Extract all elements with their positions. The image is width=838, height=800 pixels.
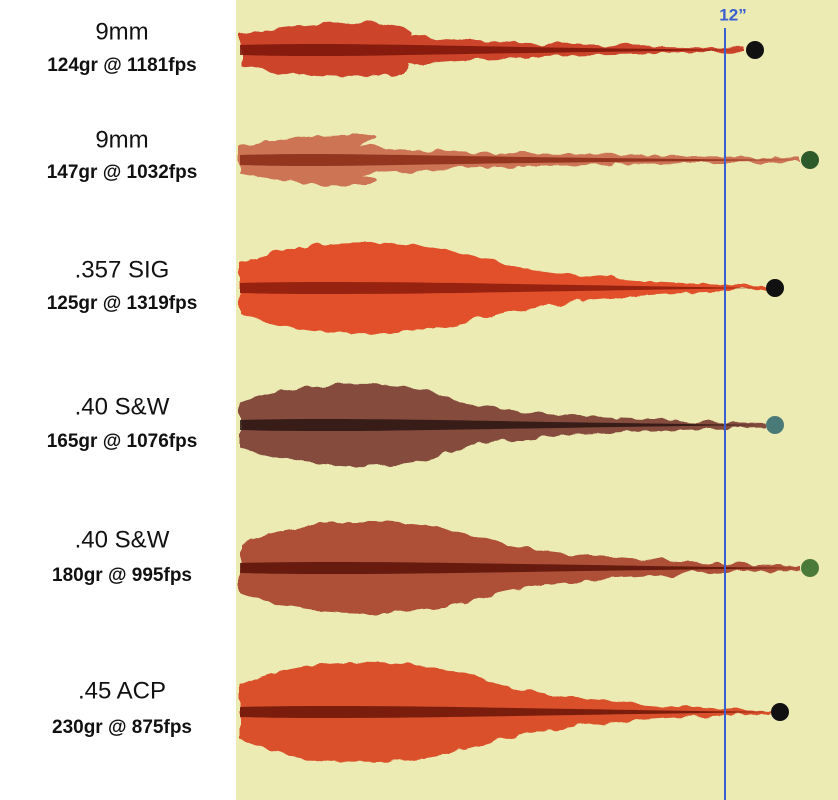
load: 124gr @ 1181fps <box>47 55 197 76</box>
depth-label: 12” <box>719 5 746 24</box>
bullet <box>766 279 784 297</box>
bullet <box>771 703 789 721</box>
channel-core <box>240 418 765 432</box>
load: 147gr @ 1032fps <box>47 162 198 183</box>
channel-core <box>240 43 745 57</box>
bullet <box>746 41 764 59</box>
load: 165gr @ 1076fps <box>47 431 198 452</box>
bullet <box>801 559 819 577</box>
channel-core <box>240 561 800 575</box>
channel-core <box>240 705 770 719</box>
bullet <box>766 416 784 434</box>
caliber: .40 S&W <box>75 526 170 553</box>
caliber: .45 ACP <box>78 677 166 704</box>
load: 230gr @ 875fps <box>52 717 192 738</box>
load: 125gr @ 1319fps <box>47 293 198 314</box>
load: 180gr @ 995fps <box>52 565 192 586</box>
channel-core <box>240 153 800 167</box>
labels: 9mm 124gr @ 1181fps 9mm 147gr @ 1032fps .357… <box>47 18 198 738</box>
caliber: .40 S&W <box>75 393 170 420</box>
label-panel <box>0 0 236 800</box>
bullet <box>801 151 819 169</box>
caliber: .357 SIG <box>75 256 170 283</box>
wound-channels <box>240 22 819 763</box>
caliber: 9mm <box>95 126 148 153</box>
caliber: 9mm <box>95 18 148 45</box>
channel-core <box>240 281 765 295</box>
